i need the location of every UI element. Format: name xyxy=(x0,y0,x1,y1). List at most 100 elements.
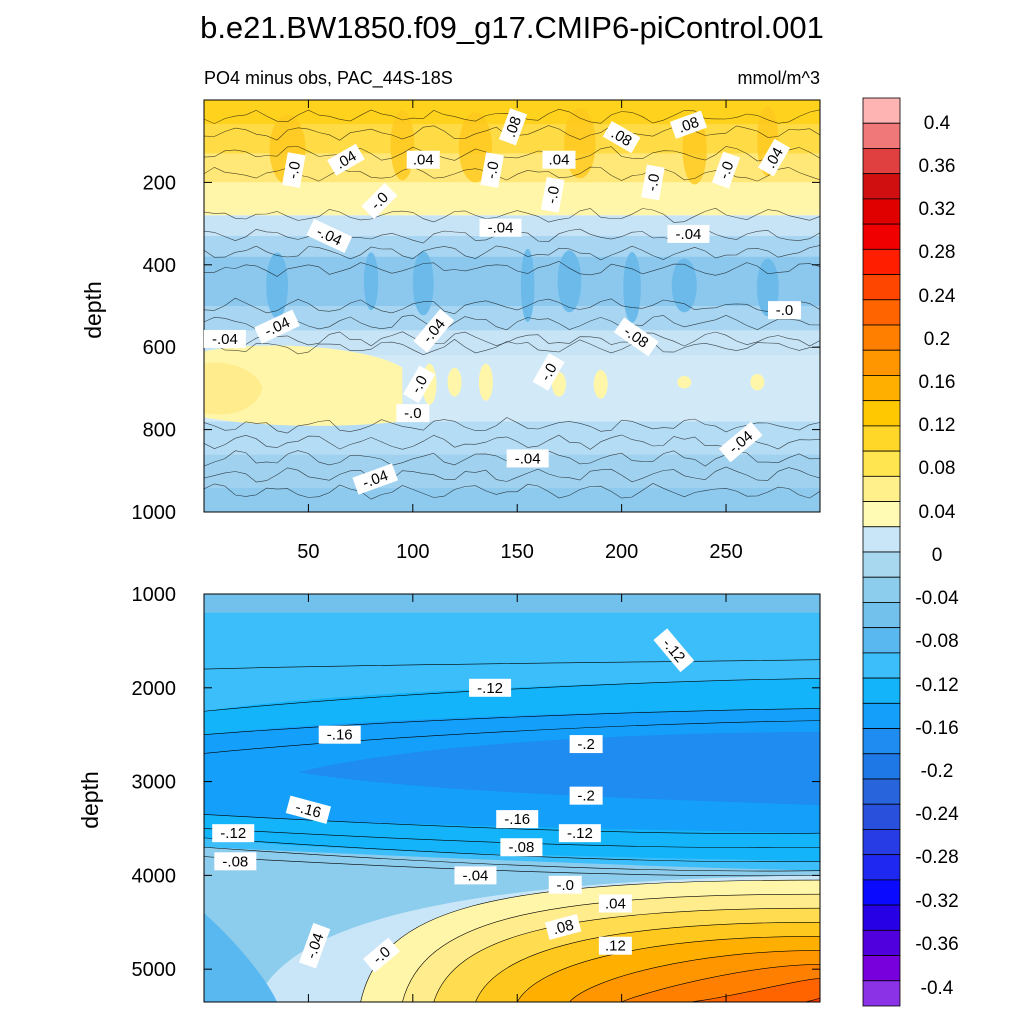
contour-label: .08 xyxy=(669,110,708,139)
contour-line xyxy=(204,814,820,834)
contour-line xyxy=(204,483,820,500)
contour-label: .08 xyxy=(498,108,528,146)
positive-lobe xyxy=(551,371,566,397)
contour-line xyxy=(204,846,820,872)
contour-line xyxy=(569,950,820,1002)
svg-text:.12: .12 xyxy=(605,938,626,955)
contour-label: .12 xyxy=(598,936,632,955)
colorbar-box xyxy=(862,299,901,326)
x-tick-label: 150 xyxy=(501,541,534,563)
svg-text:-.04: -.04 xyxy=(515,450,541,467)
contour-band xyxy=(673,978,820,1002)
x-tick-label: 50 xyxy=(297,541,319,563)
y-tick-label: 1000 xyxy=(132,502,177,524)
contour-band xyxy=(297,731,820,806)
svg-text:-.12: -.12 xyxy=(567,825,593,842)
x-tick-label: 100 xyxy=(396,541,429,563)
contour-label: -.04 xyxy=(454,866,497,885)
contour-label: .08 xyxy=(544,914,582,940)
colorbar-box xyxy=(862,475,901,502)
svg-text:-.0: -.0 xyxy=(776,302,794,319)
contour-line xyxy=(204,314,820,331)
contour-label: -.12 xyxy=(653,628,695,673)
contour-line xyxy=(516,936,820,1002)
contour-line xyxy=(204,708,820,735)
contour-band xyxy=(204,594,820,613)
lower-y-axis-label: depth xyxy=(77,771,103,829)
lower-panel-ticks: 1000 2000 3000 4000 5000 xyxy=(132,584,820,1002)
svg-text:-.0: -.0 xyxy=(716,159,738,181)
colorbar-box xyxy=(862,223,901,250)
colorbar-box xyxy=(862,904,901,931)
colorbar-box xyxy=(862,728,901,755)
positive-core xyxy=(390,110,415,181)
negative-core xyxy=(557,250,582,313)
x-tick-label: 200 xyxy=(605,541,638,563)
colorbar-box xyxy=(862,627,901,654)
contour-line xyxy=(204,146,820,162)
colorbar-label: -0.16 xyxy=(915,718,958,739)
positive-core xyxy=(458,112,493,183)
svg-text:-.0: -.0 xyxy=(537,360,560,384)
contour-line xyxy=(204,837,820,862)
colorbar-box xyxy=(862,929,901,956)
contour-label: -.08 xyxy=(500,838,543,857)
contour-band xyxy=(204,182,820,216)
contour-label: -.0 xyxy=(480,152,504,188)
colorbar-box xyxy=(862,349,901,376)
contour-band xyxy=(204,912,278,1002)
colorbar-box xyxy=(862,148,901,175)
contour-line xyxy=(204,417,820,434)
contour-label: -.0 xyxy=(711,151,741,189)
contour-label: -.04 xyxy=(203,329,246,348)
contour-line xyxy=(204,260,820,277)
contour-label: .04 xyxy=(406,150,440,169)
colorbar-box xyxy=(862,198,901,225)
colorbar-box xyxy=(862,248,901,275)
contour-band xyxy=(204,256,820,306)
contour-label: -.0 xyxy=(548,875,582,894)
contour-label: -.16 xyxy=(285,795,332,824)
colorbar-label: -0.2 xyxy=(921,761,954,782)
contour-line xyxy=(204,659,820,670)
negative-core xyxy=(671,258,697,313)
colorbar-box xyxy=(862,677,901,704)
colorbar-label: -0.12 xyxy=(915,675,958,696)
colorbar-box xyxy=(862,97,901,124)
colorbar: 0.4 0.36 0.32 0.28 0.24 0.2 0.16 0.12 0.08 0.04 0 -… xyxy=(862,97,959,1007)
negative-core xyxy=(520,248,535,322)
svg-text:-.2: -.2 xyxy=(577,788,595,805)
colorbar-box xyxy=(862,702,901,729)
colorbar-box xyxy=(862,753,901,780)
lower-panel-contour-labels: -.12 -.12 -.16 -.2 -.2 -.16 -.16 -.12 -.12 -.08 -.… xyxy=(212,628,695,973)
colorbar-box xyxy=(862,501,901,528)
y-tick-label: 400 xyxy=(143,255,176,277)
svg-text:-.12: -.12 xyxy=(220,825,246,842)
svg-text:-.16: -.16 xyxy=(294,799,323,822)
positive-lobe xyxy=(593,369,608,399)
contour-line xyxy=(204,297,820,315)
negative-core xyxy=(363,252,379,311)
colorbar-box xyxy=(862,274,901,301)
colorbar-label: 0.12 xyxy=(919,415,956,436)
upper-panel-frame xyxy=(203,99,821,513)
colorbar-label: 0 xyxy=(932,545,943,566)
colorbar-label: -0.24 xyxy=(915,804,959,825)
svg-text:-.0: -.0 xyxy=(284,160,304,180)
colorbar-label: 0.2 xyxy=(924,329,950,350)
colorbar-box xyxy=(862,173,901,200)
contour-line xyxy=(433,907,820,1002)
contour-label: -.04 xyxy=(479,218,522,237)
svg-text:.08: .08 xyxy=(502,114,525,139)
colorbar-box xyxy=(862,980,901,1007)
svg-text:-.0: -.0 xyxy=(644,172,664,192)
svg-text:-.04: -.04 xyxy=(463,867,489,884)
colorbar-box xyxy=(862,879,901,906)
colorbar-label: -0.4 xyxy=(921,978,954,999)
svg-text:.08: .08 xyxy=(676,114,701,137)
svg-text:-.0: -.0 xyxy=(543,185,563,205)
y-tick-label: 5000 xyxy=(132,959,177,981)
svg-text:-.08: -.08 xyxy=(222,853,248,870)
